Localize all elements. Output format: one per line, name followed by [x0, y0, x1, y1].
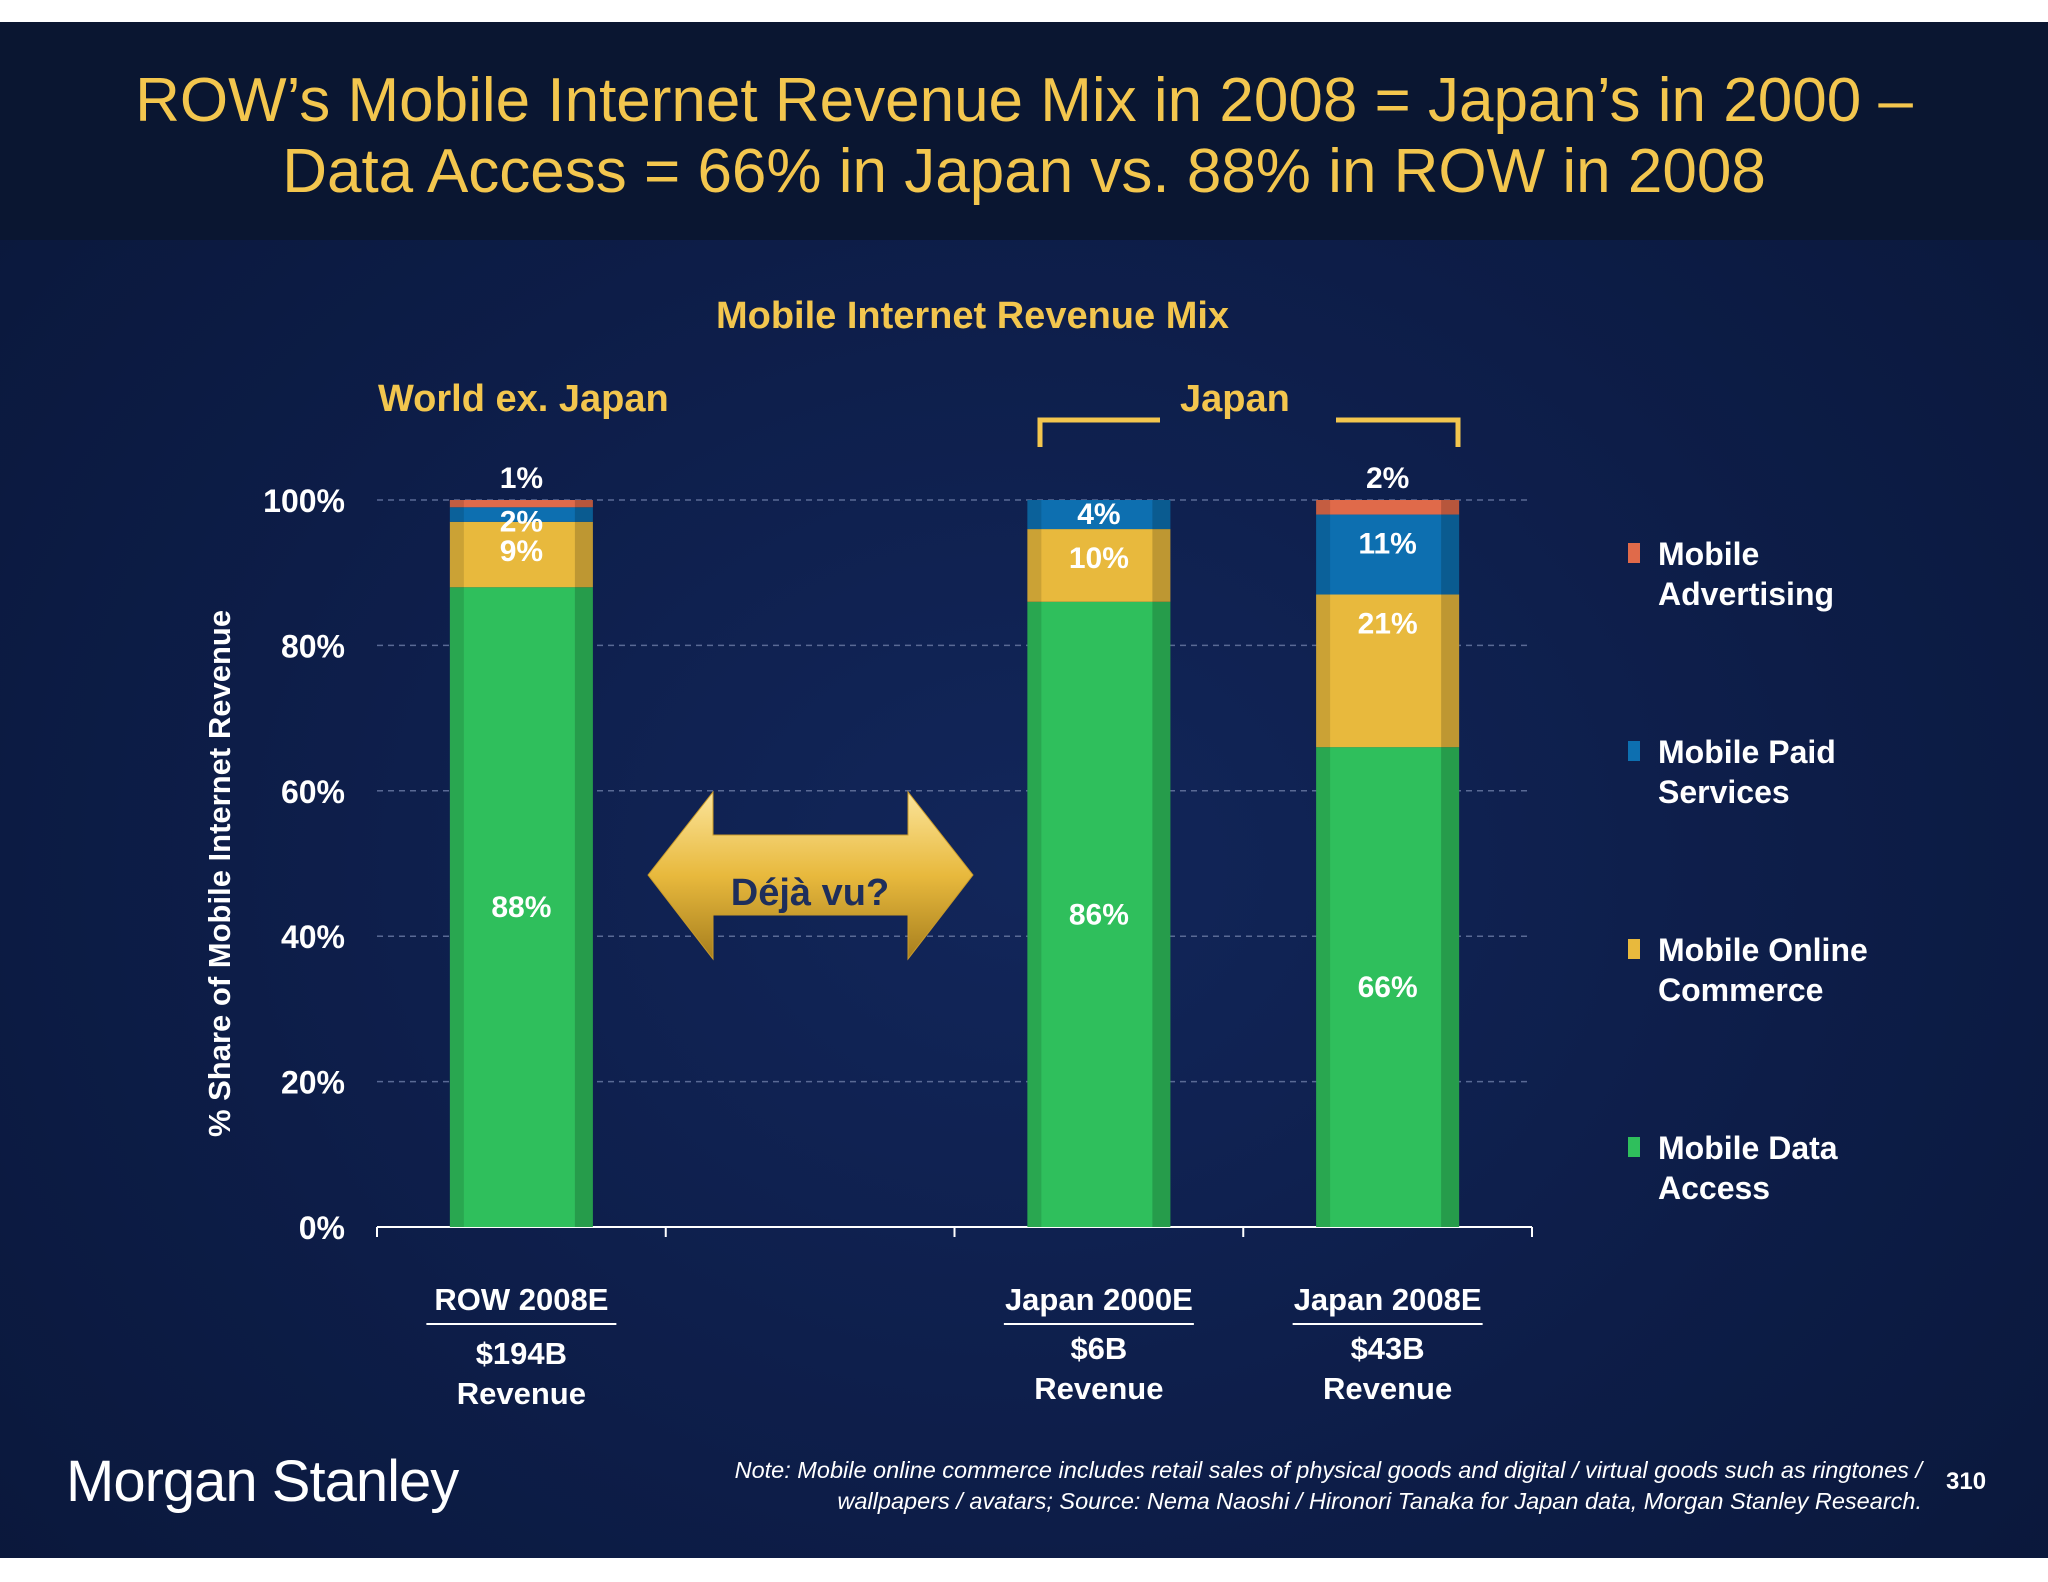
- bar-segment-mobile-paid-services: [1027, 500, 1171, 530]
- legend-label-line: Mobile: [1658, 536, 1760, 572]
- bar-segment-mobile-data-access: [449, 587, 593, 1227]
- y-axis-title: % Share of Mobile Internet Revenue: [202, 610, 237, 1137]
- category-revenue-label: $194B: [476, 1336, 567, 1371]
- bar-segment-mobile-online-commerce: [449, 521, 593, 588]
- legend-label-line: Mobile Online: [1658, 932, 1868, 968]
- bar-segment-mobile-advertising: [1316, 500, 1460, 515]
- legend-label-line: Services: [1658, 774, 1790, 810]
- x-category-label: Japan 2000E: [1005, 1282, 1193, 1317]
- y-tick-label: 40%: [281, 919, 345, 955]
- legend-label: Mobile Advertising: [1658, 534, 1958, 614]
- legend-label-line: Mobile Data: [1658, 1130, 1838, 1166]
- y-tick-label: 80%: [281, 628, 345, 664]
- bar-shade-left: [1027, 500, 1042, 1227]
- bar-shade-left: [1316, 500, 1331, 1227]
- bar-shade-right: [574, 500, 593, 1227]
- slide-title-line-2: Data Access = 66% in Japan vs. 88% in RO…: [282, 137, 1766, 206]
- bar-segment-mobile-advertising: [449, 500, 593, 508]
- data-label: 11%: [1358, 528, 1416, 561]
- bar-shade-right: [1441, 500, 1460, 1227]
- legend-label: Mobile Online Commerce: [1658, 930, 1958, 1010]
- group-label-world: World ex. Japan: [378, 378, 669, 420]
- data-label: 1%: [500, 462, 543, 495]
- title-band: [0, 22, 2048, 240]
- bar-segment-mobile-online-commerce: [1316, 594, 1460, 748]
- category-revenue-label: Revenue: [457, 1376, 586, 1411]
- y-tick-label: 100%: [263, 483, 345, 519]
- legend-label-line: Mobile Paid: [1658, 734, 1836, 770]
- legend-swatch: [1628, 741, 1640, 761]
- legend-label-line: Commerce: [1658, 972, 1824, 1008]
- bar-segment-mobile-paid-services: [1316, 514, 1460, 595]
- legend-swatch: [1628, 939, 1640, 959]
- footnote-line-2: wallpapers / avatars; Source: Nema Naosh…: [837, 1488, 1922, 1514]
- bar-shade-left: [449, 500, 464, 1227]
- y-tick-label: 60%: [281, 774, 345, 810]
- chart-title: Mobile Internet Revenue Mix: [715, 295, 1230, 337]
- legend-label: Mobile Data Access: [1658, 1128, 1958, 1208]
- bar-segment-mobile-online-commerce: [1027, 529, 1171, 602]
- double-arrow-icon: [647, 790, 974, 961]
- page-number: 310: [1946, 1468, 1987, 1495]
- category-revenue-label: Revenue: [1034, 1371, 1163, 1406]
- x-category-label: Japan 2008E: [1294, 1282, 1482, 1317]
- footnote-line-1: Note: Mobile online commerce includes re…: [734, 1457, 1922, 1483]
- chart-svg: 0% 20% 40% 60% 80% 100% % Share of Mobile Inte…: [202, 417, 1533, 1411]
- y-tick-label: 20%: [281, 1065, 345, 1101]
- x-category-label: ROW 2008E: [434, 1282, 608, 1317]
- y-tick-label: 0%: [299, 1210, 345, 1246]
- morgan-stanley-logo: Morgan Stanley: [66, 1449, 459, 1514]
- category-revenue-label: Revenue: [1323, 1371, 1452, 1406]
- legend-label-line: Advertising: [1658, 576, 1835, 612]
- footnote: Note: Mobile online commerce includes re…: [560, 1455, 1922, 1517]
- legend-label: Mobile Paid Services: [1658, 732, 1958, 812]
- category-revenue-label: $6B: [1070, 1331, 1127, 1366]
- data-label: 4%: [1077, 498, 1120, 531]
- bar-segment-mobile-paid-services: [449, 507, 593, 522]
- data-label: 86%: [1069, 898, 1129, 931]
- bar-segment-mobile-data-access: [1027, 601, 1171, 1227]
- data-label: 2%: [1366, 462, 1409, 495]
- data-label: 2%: [500, 505, 543, 538]
- legend-swatch: [1628, 543, 1640, 563]
- japan-bracket: [1037, 417, 1461, 447]
- legend-label-line: Access: [1658, 1170, 1771, 1206]
- bar-shade-right: [1152, 500, 1171, 1227]
- group-label-japan: Japan: [1180, 378, 1290, 420]
- bar-segment-mobile-data-access: [1316, 747, 1460, 1227]
- data-label: 88%: [491, 891, 551, 924]
- data-label: 66%: [1358, 971, 1418, 1004]
- slide-title-line-1: ROW’s Mobile Internet Revenue Mix in 200…: [135, 66, 1913, 135]
- category-revenue-label: $43B: [1351, 1331, 1425, 1366]
- deja-vu-label: Déjà vu?: [730, 872, 890, 914]
- slide: ROW’s Mobile Internet Revenue Mix in 200…: [0, 22, 2048, 1558]
- data-label: 9%: [500, 535, 543, 568]
- data-label: 10%: [1069, 542, 1129, 575]
- legend-swatch: [1628, 1137, 1640, 1157]
- data-label: 21%: [1358, 608, 1418, 641]
